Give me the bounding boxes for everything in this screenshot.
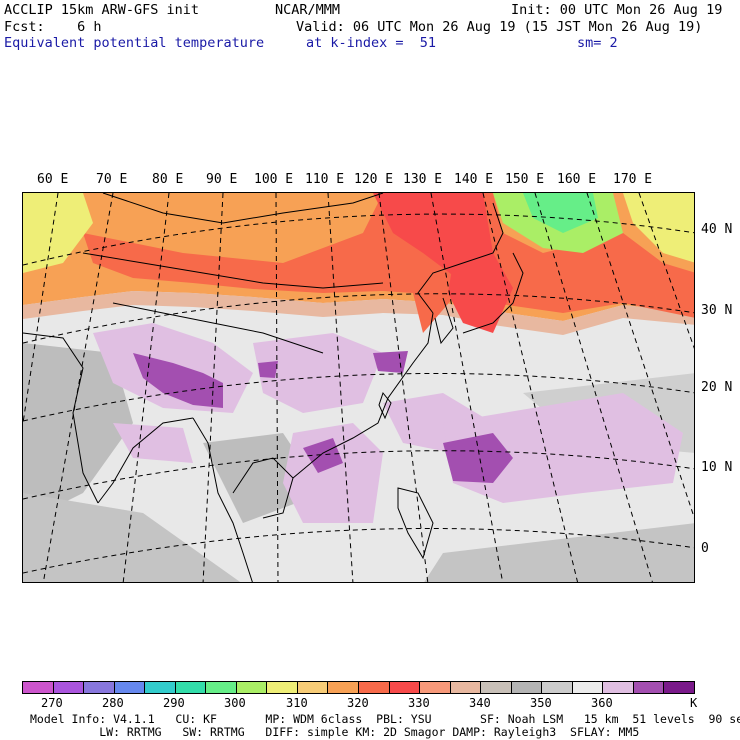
colorbar-tick: 300 (224, 696, 246, 710)
lat-label: 20 N (701, 380, 733, 395)
colorbar-swatch (572, 682, 604, 693)
lon-label: 70 E (96, 172, 128, 187)
colorbar-swatch (603, 682, 634, 693)
colorbar-unit: K (690, 696, 698, 710)
lon-label: 150 E (505, 172, 545, 187)
lon-label: 60 E (37, 172, 69, 187)
colorbar-swatch (511, 682, 543, 693)
smoothing: sm= 2 (577, 35, 618, 51)
forecast-hour: Fcst: 6 h (4, 19, 102, 35)
lat-label: 0 (701, 541, 709, 556)
title-model: ACCLIP 15km ARW-GFS init (4, 2, 200, 18)
colorbar-tick: 320 (347, 696, 369, 710)
valid-time: Valid: 06 UTC Mon 26 Aug 19 (15 JST Mon … (296, 19, 703, 35)
lon-label: 120 E (354, 172, 394, 187)
lon-label: 90 E (206, 172, 238, 187)
colorbar-swatch (664, 682, 695, 693)
lat-label: 40 N (701, 222, 733, 237)
colorbar-swatch (420, 682, 451, 693)
colorbar-swatch (236, 682, 268, 693)
colorbar-swatch (267, 682, 298, 693)
model-info-line1: Model Info: V4.1.1 CU: KF MP: WDM 6class… (30, 712, 740, 726)
field-name: Equivalent potential temperature (4, 35, 265, 51)
lon-label: 100 E (254, 172, 294, 187)
colorbar-tick: 280 (102, 696, 124, 710)
colorbar-swatch (633, 682, 665, 693)
lat-label: 30 N (701, 303, 733, 318)
colorbar-swatch (175, 682, 207, 693)
colorbar-swatch (114, 682, 146, 693)
colorbar-swatch (450, 682, 482, 693)
init-time: Init: 00 UTC Mon 26 Aug 19 (511, 2, 723, 18)
lon-label: 80 E (152, 172, 184, 187)
colorbar-swatch (145, 682, 176, 693)
theta-e-field-map (23, 193, 694, 582)
model-info-line2: LW: RRTMG SW: RRTMG DIFF: simple KM: 2D … (30, 725, 640, 739)
colorbar-tick: 360 (591, 696, 613, 710)
colorbar-swatch (53, 682, 85, 693)
lon-label: 170 E (613, 172, 653, 187)
colorbar-swatch (542, 682, 573, 693)
colorbar-swatch (481, 682, 512, 693)
colorbar-tick: 290 (163, 696, 185, 710)
colorbar-swatch (84, 682, 115, 693)
lat-label: 10 N (701, 460, 733, 475)
map-panel (22, 192, 695, 583)
colorbar-swatch (23, 682, 54, 693)
colorbar-tick: 270 (41, 696, 63, 710)
colorbar-swatch (359, 682, 390, 693)
colorbar-tick: 350 (530, 696, 552, 710)
lon-label: 140 E (454, 172, 494, 187)
colorbar-swatch (297, 682, 329, 693)
colorbar-tick: 310 (286, 696, 308, 710)
colorbar-tick: 340 (469, 696, 491, 710)
colorbar (22, 681, 695, 694)
k-index: at k-index = 51 (306, 35, 437, 51)
colorbar-tick: 330 (408, 696, 430, 710)
colorbar-swatch (328, 682, 360, 693)
colorbar-swatch (206, 682, 237, 693)
lon-label: 160 E (557, 172, 597, 187)
lon-label: 110 E (305, 172, 345, 187)
title-org: NCAR/MMM (275, 2, 341, 18)
colorbar-swatch (389, 682, 421, 693)
lon-label: 130 E (403, 172, 443, 187)
